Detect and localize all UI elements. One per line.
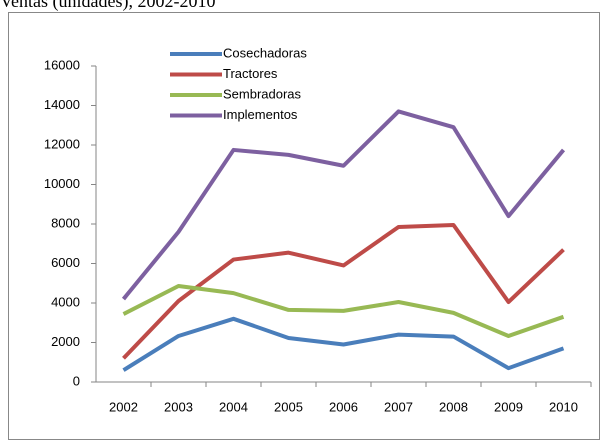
y-tick-label: 4000: [51, 294, 80, 309]
legend-label: Tractores: [223, 66, 278, 81]
x-tick-label: 2002: [109, 399, 138, 414]
x-tick-label: 2004: [219, 399, 248, 414]
chart-frame: [8, 12, 600, 440]
y-tick-label: 0: [73, 373, 80, 388]
series-line: [121, 109, 566, 301]
y-tick-label: 12000: [44, 136, 80, 151]
x-tick-label: 2008: [439, 399, 468, 414]
x-tick-label: 2006: [329, 399, 358, 414]
x-tick-label: 2003: [164, 399, 193, 414]
y-tick-label: 8000: [51, 215, 80, 230]
x-tick-label: 2009: [494, 399, 523, 414]
y-tick-label: 6000: [51, 255, 80, 270]
x-tick-label: 2007: [384, 399, 413, 414]
legend-label: Sembradoras: [223, 86, 302, 101]
series-line: [122, 284, 565, 338]
y-tick-label: 16000: [44, 57, 80, 72]
y-tick-label: 10000: [44, 176, 80, 191]
y-tick-label: 14000: [44, 97, 80, 112]
y-tick-label: 2000: [51, 334, 80, 349]
chart-title: Ventas (unidades), 2002-2010: [0, 0, 215, 12]
legend-label: Implementos: [223, 107, 298, 122]
x-tick-label: 2005: [274, 399, 303, 414]
series-line: [122, 316, 565, 372]
legend-label: Cosechadoras: [223, 45, 307, 60]
x-tick-label: 2010: [549, 399, 578, 414]
